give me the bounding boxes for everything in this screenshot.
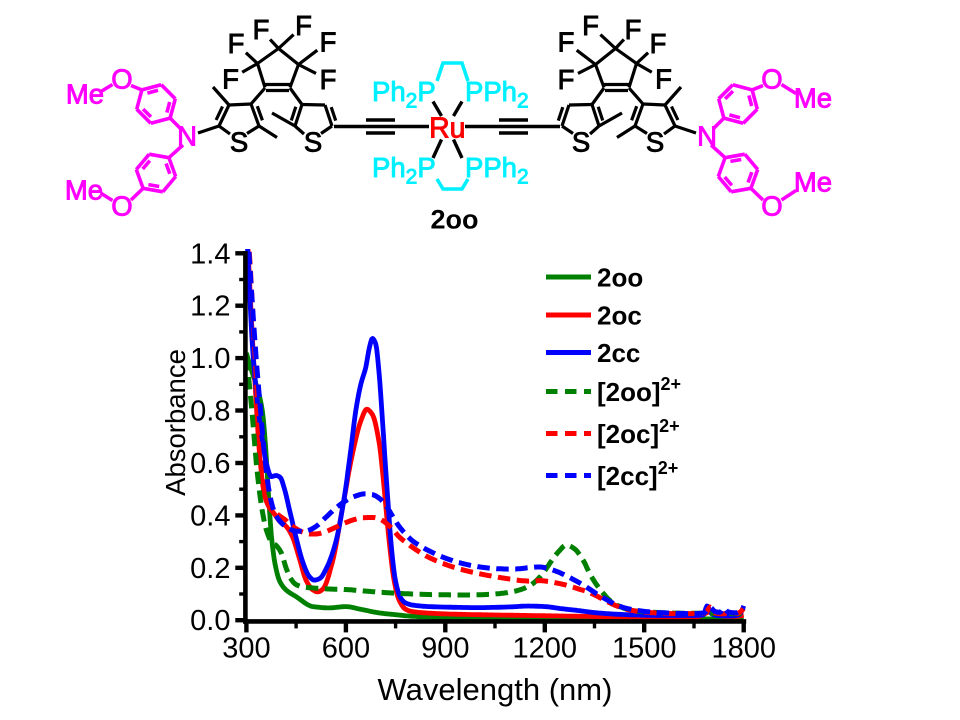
svg-text:2oc: 2oc [597, 301, 642, 331]
svg-text:0.2: 0.2 [190, 553, 230, 585]
svg-text:F: F [625, 14, 642, 45]
svg-text:PPh2: PPh2 [465, 76, 529, 113]
svg-text:F: F [295, 10, 312, 41]
svg-text:F: F [558, 64, 575, 95]
svg-text:[2oo]2+: [2oo]2+ [597, 374, 681, 407]
svg-text:[2oc]2+: [2oc]2+ [597, 416, 680, 449]
svg-text:Ph2P: Ph2P [372, 76, 436, 113]
svg-text:O: O [111, 191, 132, 222]
svg-text:1800: 1800 [711, 633, 776, 665]
svg-text:1.0: 1.0 [190, 343, 230, 375]
svg-text:1200: 1200 [513, 633, 578, 665]
svg-text:900: 900 [421, 633, 469, 665]
svg-text:F: F [228, 28, 245, 59]
svg-text:S: S [230, 127, 248, 158]
svg-text:O: O [761, 64, 782, 95]
svg-text:[2cc]2+: [2cc]2+ [597, 458, 678, 491]
svg-text:F: F [320, 64, 337, 95]
svg-text:Absorbance: Absorbance [160, 349, 191, 496]
svg-text:2oo: 2oo [430, 205, 478, 235]
svg-text:F: F [650, 28, 667, 59]
svg-text:F: F [655, 64, 672, 95]
svg-text:S: S [646, 127, 664, 158]
svg-text:1.2: 1.2 [190, 291, 230, 323]
svg-text:O: O [761, 191, 782, 222]
svg-text:F: F [253, 14, 270, 45]
svg-text:600: 600 [322, 633, 370, 665]
svg-text:S: S [304, 127, 322, 158]
svg-text:300: 300 [222, 633, 270, 665]
svg-text:Me: Me [65, 175, 103, 206]
svg-text:Me: Me [794, 83, 832, 114]
svg-text:0.0: 0.0 [190, 605, 230, 637]
svg-text:2oo: 2oo [597, 263, 643, 293]
svg-text:Wavelength (nm): Wavelength (nm) [378, 672, 613, 707]
svg-text:2cc: 2cc [597, 338, 640, 368]
svg-text:Me: Me [66, 79, 104, 110]
svg-text:F: F [320, 27, 337, 58]
svg-text:Me: Me [794, 167, 832, 198]
svg-text:0.8: 0.8 [190, 396, 230, 428]
svg-text:Ru: Ru [429, 113, 465, 145]
svg-text:S: S [572, 127, 590, 158]
svg-text:1500: 1500 [612, 633, 677, 665]
svg-text:Ph2P: Ph2P [372, 152, 436, 189]
svg-text:F: F [558, 27, 575, 58]
svg-text:0.6: 0.6 [190, 448, 230, 480]
svg-text:1.4: 1.4 [190, 238, 230, 270]
svg-text:0.4: 0.4 [190, 500, 230, 532]
svg-text:F: F [582, 10, 599, 41]
svg-text:O: O [111, 64, 132, 95]
svg-text:PPh2: PPh2 [465, 152, 529, 189]
svg-text:F: F [222, 64, 239, 95]
